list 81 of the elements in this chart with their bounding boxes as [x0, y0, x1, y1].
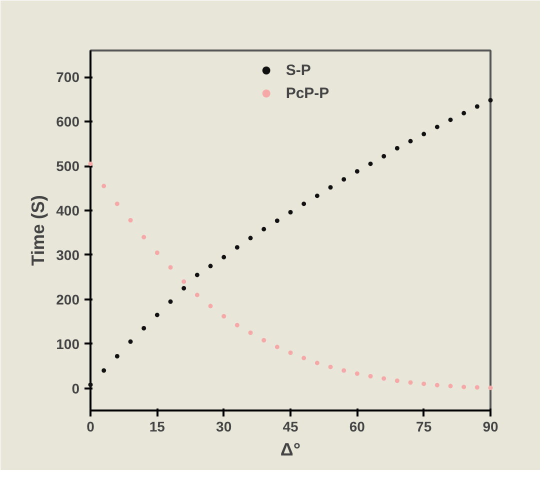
point: [288, 350, 293, 355]
point: [168, 299, 173, 304]
x-tick-label: 30: [216, 418, 232, 434]
point: [248, 330, 253, 335]
point: [274, 344, 280, 350]
legend-label: PcP-P: [286, 84, 330, 102]
point: [288, 210, 293, 215]
x-tick-label: 15: [149, 418, 166, 434]
y-tick-label: 500: [56, 158, 80, 174]
point: [88, 162, 93, 166]
point: [422, 132, 426, 136]
point: [88, 382, 93, 387]
point: [302, 202, 306, 206]
point: [342, 368, 346, 373]
point: [274, 218, 280, 223]
point: [488, 98, 493, 103]
y-tick-label: 600: [56, 114, 80, 130]
point: [382, 376, 386, 381]
point: [208, 264, 213, 268]
x-tick-label: 90: [482, 418, 498, 434]
point: [434, 382, 440, 388]
point: [314, 360, 320, 366]
point: [248, 236, 253, 240]
point: [182, 279, 186, 284]
point: [408, 380, 413, 385]
point: [234, 245, 240, 250]
point: [422, 382, 426, 386]
point: [354, 371, 360, 376]
y-tick-label: 100: [56, 336, 80, 352]
point: [208, 304, 213, 308]
point: [342, 177, 346, 182]
point: [128, 218, 133, 223]
point: [222, 314, 226, 319]
x-tick-label: 75: [416, 418, 432, 434]
point: [154, 250, 160, 255]
point: [314, 194, 320, 198]
point: [234, 322, 240, 328]
point: [368, 374, 373, 379]
point: [448, 118, 453, 122]
point: [182, 286, 186, 291]
x-tick-label: 45: [282, 418, 298, 434]
y-tick-label: 300: [56, 246, 80, 263]
y-tick-label: 0: [72, 380, 80, 396]
x-tick-label: 0: [86, 418, 95, 434]
point: [302, 356, 306, 360]
point: [262, 338, 266, 343]
point: [114, 354, 120, 359]
point: [328, 364, 333, 370]
point: [474, 104, 480, 109]
point: [114, 202, 120, 206]
point: [354, 169, 360, 174]
point: [222, 254, 226, 260]
point: [408, 138, 413, 144]
y-axis-title: Time (S): [28, 195, 48, 266]
x-tick-label: 60: [349, 418, 366, 434]
point: [262, 226, 266, 232]
point: [194, 272, 200, 278]
point: [488, 386, 493, 390]
y-tick-label: 400: [56, 202, 80, 218]
point: [128, 339, 133, 344]
point: [462, 110, 466, 116]
point: [168, 265, 173, 270]
point: [328, 185, 333, 190]
legend-label: S-P: [286, 62, 311, 78]
point: [474, 385, 480, 390]
point: [394, 378, 400, 383]
point: [142, 326, 146, 331]
point: [394, 146, 400, 151]
point: [142, 234, 146, 240]
point: [102, 184, 106, 188]
point: [382, 154, 386, 159]
point: [154, 312, 160, 318]
point: [448, 384, 453, 388]
x-axis-title: Δ°: [280, 440, 301, 460]
point: [102, 368, 106, 373]
y-tick-label: 700: [56, 69, 80, 86]
y-tick-label: 200: [56, 291, 80, 308]
point: [434, 124, 440, 130]
point: [368, 162, 373, 166]
point: [194, 292, 200, 298]
point: [462, 384, 466, 390]
